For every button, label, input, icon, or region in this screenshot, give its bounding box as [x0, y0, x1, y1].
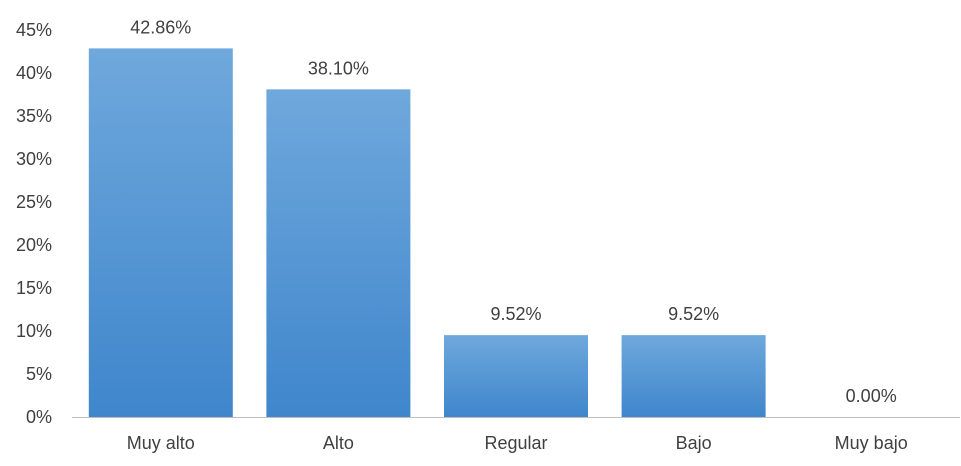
data-label: 9.52%	[490, 304, 541, 324]
bar	[621, 335, 766, 417]
y-tick-label: 0%	[26, 407, 52, 427]
bar	[444, 335, 588, 417]
bar	[266, 89, 411, 417]
bars-group	[88, 48, 766, 418]
y-tick-label: 40%	[16, 63, 52, 83]
data-label: 9.52%	[668, 304, 719, 324]
y-tick-label: 35%	[16, 106, 52, 126]
y-tick-label: 15%	[16, 278, 52, 298]
y-axis-tick-labels: 0% 5% 10% 15% 20% 25% 30% 35% 40% 45%	[16, 20, 52, 427]
x-axis-tick-labels: Muy alto Alto Regular Bajo Muy bajo	[127, 433, 908, 453]
x-tick-label: Bajo	[676, 433, 712, 453]
data-labels-group: 42.86% 38.10% 9.52% 9.52% 0.00%	[130, 17, 896, 406]
x-tick-label: Alto	[323, 433, 354, 453]
x-tick-label: Regular	[484, 433, 547, 453]
bar	[88, 48, 233, 418]
data-label: 0.00%	[846, 386, 897, 406]
x-tick-label: Muy alto	[127, 433, 195, 453]
data-label: 42.86%	[130, 17, 191, 37]
y-tick-label: 30%	[16, 149, 52, 169]
data-label: 38.10%	[308, 58, 369, 78]
y-tick-label: 45%	[16, 20, 52, 40]
y-tick-label: 25%	[16, 192, 52, 212]
y-tick-label: 10%	[16, 321, 52, 341]
y-tick-label: 5%	[26, 364, 52, 384]
y-tick-label: 20%	[16, 235, 52, 255]
x-tick-label: Muy bajo	[835, 433, 908, 453]
